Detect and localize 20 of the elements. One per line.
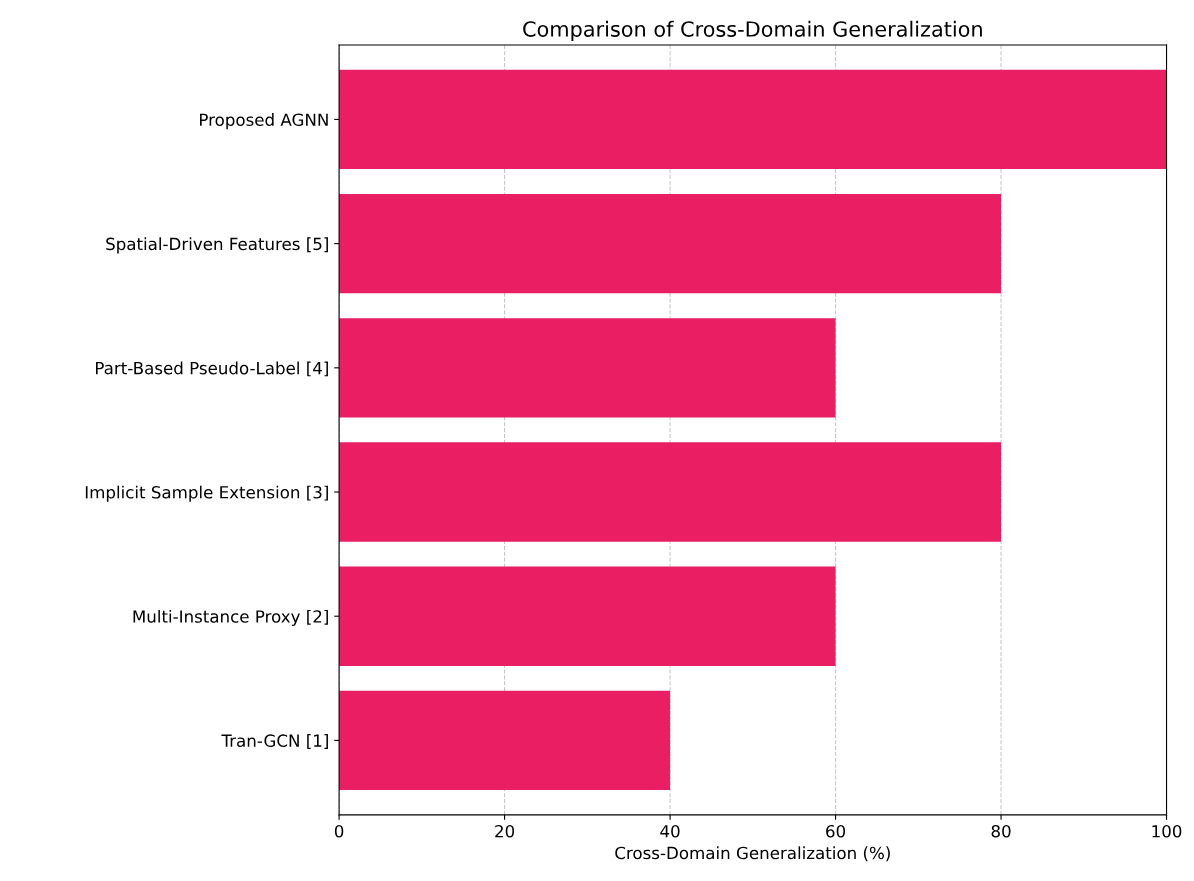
x-tick-label: 0 <box>334 824 344 838</box>
bar <box>339 566 836 666</box>
y-tick-label: Spatial-Driven Features [5] <box>106 237 328 254</box>
bar <box>339 690 671 791</box>
bar <box>339 442 1002 542</box>
y-tick-label: Proposed AGNN <box>200 113 328 130</box>
bar <box>339 193 1002 294</box>
x-axis-title: Cross-Domain Generalization (%) <box>615 846 890 862</box>
x-tick-label: 100 <box>1152 824 1182 838</box>
y-tick-label: Multi-Instance Proxy [2] <box>133 609 328 627</box>
y-tick-label: Implicit Sample Extension [3] <box>85 485 328 502</box>
bar <box>339 318 836 418</box>
x-tick-label: 60 <box>826 824 846 838</box>
bar <box>339 69 1167 170</box>
x-tick-label: 80 <box>991 824 1011 838</box>
y-tick-label: Tran-GCN [1] <box>221 734 328 749</box>
y-tick-label: Part-Based Pseudo-Label [4] <box>96 361 328 377</box>
chart-title: Comparison of Cross-Domain Generalization <box>523 20 982 41</box>
x-tick-label: 20 <box>495 824 515 838</box>
x-tick-label: 40 <box>660 824 680 838</box>
